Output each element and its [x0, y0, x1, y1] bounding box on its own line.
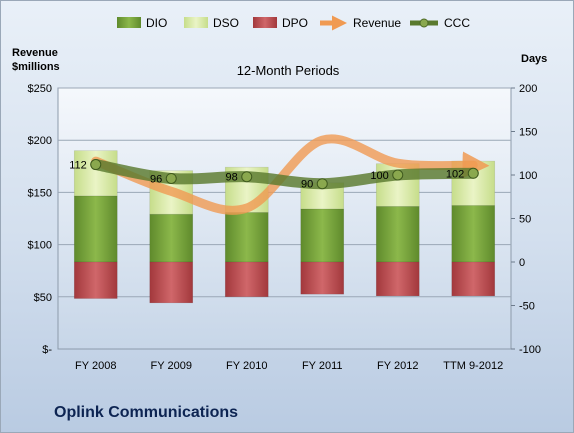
right-tick-label: 200 — [519, 83, 537, 95]
x-tick-label: FY 2011 — [302, 360, 343, 372]
right-tick-label: 100 — [519, 170, 537, 182]
bar-dio — [451, 205, 496, 263]
ccc-point — [90, 159, 102, 171]
legend-label-ccc: CCC — [444, 16, 470, 30]
legend: DIO DSO DPO Revenue CCC — [117, 15, 470, 31]
bars — [73, 150, 496, 304]
left-tick-label: $150 — [28, 187, 52, 199]
gridlines — [58, 87, 511, 298]
line-series: 112 96 98 90 100 102 — [69, 134, 490, 215]
left-axis-title-line1: Revenue — [12, 47, 58, 59]
ccc-data-label: 90 — [301, 179, 313, 191]
right-tick-label: 50 — [519, 214, 531, 226]
bar-dpo — [375, 261, 420, 297]
ccc-point — [392, 169, 404, 181]
right-tick-label: 150 — [519, 127, 537, 139]
left-tick-label: $- — [42, 344, 52, 356]
ccc-data-label: 112 — [69, 160, 87, 172]
left-tick-label: $200 — [28, 135, 52, 147]
right-tick-label: -50 — [519, 301, 535, 313]
plot-area — [57, 87, 512, 350]
ccc-data-label: 102 — [446, 168, 464, 180]
right-axis-title: Days — [521, 53, 547, 65]
x-tick-label: FY 2012 — [377, 360, 418, 372]
company-name: Oplink Communications — [54, 404, 239, 421]
bar-dpo — [73, 261, 118, 299]
ccc-point — [165, 172, 177, 184]
left-tick-label: $100 — [28, 240, 52, 252]
bar-dio — [375, 206, 420, 263]
left-tick-label: $250 — [28, 83, 52, 95]
x-tick-label: TTM 9-2012 — [443, 360, 503, 372]
bar-dpo — [149, 261, 194, 304]
legend-swatch-dpo — [253, 17, 277, 28]
legend-label-dio: DIO — [146, 16, 167, 30]
legend-label-dso: DSO — [213, 16, 239, 30]
bar-dio — [224, 212, 269, 263]
bar-dpo — [300, 261, 345, 295]
axes: $- $50 $100 $150 $200 $250 -100 -50 0 50 100 150 200… — [28, 83, 542, 372]
ccc-point — [241, 171, 253, 183]
x-tick-label: FY 2010 — [226, 360, 267, 372]
bar-dio — [73, 195, 118, 263]
legend-label-revenue: Revenue — [353, 16, 401, 30]
legend-swatch-ccc-marker — [419, 18, 429, 28]
ccc-data-label: 100 — [370, 170, 388, 182]
legend-swatch-dio — [117, 17, 141, 28]
ccc-data-label: 96 — [150, 173, 162, 185]
left-tick-label: $50 — [34, 292, 52, 304]
bar-dpo — [224, 261, 269, 298]
left-axis-title-line2: $millions — [12, 61, 60, 73]
bar-dpo — [451, 261, 496, 297]
legend-label-dpo: DPO — [282, 16, 308, 30]
bar-dio — [300, 208, 345, 263]
ccc-point — [467, 167, 479, 179]
chart-title: 12-Month Periods — [237, 63, 340, 78]
legend-swatch-dso — [184, 17, 208, 28]
right-tick-label: 0 — [519, 257, 525, 269]
bar-dio — [149, 213, 194, 263]
x-tick-label: FY 2009 — [151, 360, 192, 372]
ccc-line — [90, 159, 479, 190]
right-tick-label: -100 — [519, 344, 541, 356]
ccc-point — [316, 178, 328, 190]
x-tick-label: FY 2008 — [75, 360, 116, 372]
ccc-data-label: 98 — [226, 172, 238, 184]
